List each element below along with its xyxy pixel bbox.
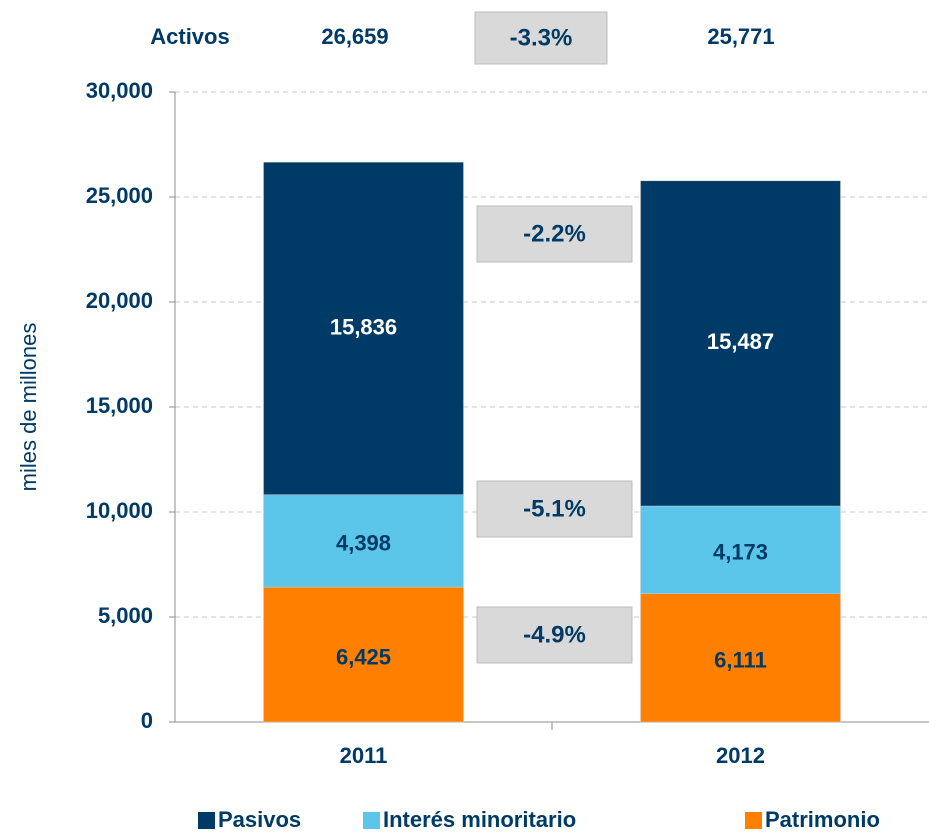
bar-segment [263,494,464,588]
y-tick-label: 15,000 [86,393,153,418]
y-tick-label: 20,000 [86,288,153,313]
y-tick-label: 0 [141,708,153,733]
change-label: -4.9% [523,621,586,648]
y-tick-label: 25,000 [86,183,153,208]
change-box [476,480,633,538]
bar-segment [263,586,464,723]
legend-swatch [363,812,380,829]
data-label: 4,398 [336,531,391,556]
legend-swatch [745,812,762,829]
y-axis-label: miles de millones [16,323,41,492]
y-tick-label: 5,000 [98,603,153,628]
totals-label: Activos [150,24,229,49]
change-box [476,606,633,664]
total-label: 25,771 [707,24,774,49]
y-tick-label: 30,000 [86,78,153,103]
bar-segment [640,505,841,594]
bar-segment [640,180,841,507]
legend-label: Interés minoritario [383,807,576,832]
change-label: -5.1% [523,495,586,522]
data-label: 15,487 [707,329,774,354]
bar-segment [263,161,464,495]
x-tick-label: 2012 [716,743,765,768]
change-label: -3.3% [510,24,573,51]
data-label: 15,836 [330,314,397,339]
y-tick-label: 10,000 [86,498,153,523]
change-box [476,205,633,263]
change-box [474,11,608,65]
change-label: -2.2% [523,220,586,247]
data-label: 6,425 [336,644,391,669]
total-label: 26,659 [321,24,388,49]
bar-segment [640,593,841,723]
legend-label: Pasivos [218,807,301,832]
x-tick-label: 2011 [340,743,388,768]
legend-swatch [198,812,215,829]
data-label: 6,111 [714,648,767,673]
data-label: 4,173 [713,540,768,565]
legend-label: Patrimonio [765,807,880,832]
